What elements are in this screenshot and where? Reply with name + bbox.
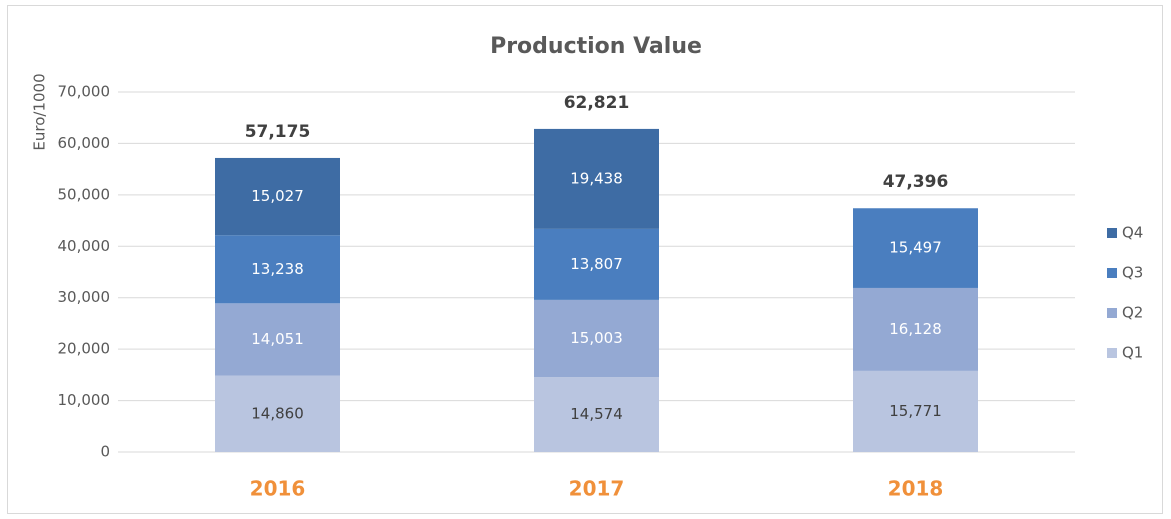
y-tick-label: 40,000: [58, 237, 111, 255]
total-label: 62,821: [564, 93, 630, 113]
y-tick-label: 70,000: [58, 83, 111, 101]
legend-swatch: [1107, 348, 1117, 358]
legend-swatch: [1107, 268, 1117, 278]
y-tick-label: 30,000: [58, 288, 111, 306]
bar-segment: [215, 375, 340, 452]
y-tick-label: 50,000: [58, 185, 111, 203]
y-tick-label: 60,000: [58, 134, 111, 152]
value-label: 15,497: [889, 239, 942, 257]
legend-label: Q2: [1122, 304, 1143, 322]
bar-segment: [215, 303, 340, 376]
y-tick-label: 20,000: [58, 340, 111, 358]
total-label: 47,396: [883, 172, 949, 192]
value-label: 15,003: [570, 329, 623, 347]
legend-swatch: [1107, 308, 1117, 318]
bar-segment: [215, 157, 340, 236]
legend-label: Q1: [1122, 344, 1143, 362]
bar-segment: [853, 208, 978, 288]
bar-segment: [534, 299, 659, 378]
bar-segment: [215, 235, 340, 304]
value-label: 14,860: [251, 404, 304, 422]
value-label: 15,027: [251, 187, 304, 205]
chart-title: Production Value: [490, 34, 702, 59]
bar-segment: [853, 287, 978, 371]
bar-segment: [534, 228, 659, 300]
value-label: 13,807: [570, 255, 623, 273]
value-label: 14,574: [570, 405, 623, 423]
y-axis-label: Euro/1000: [31, 73, 49, 150]
value-label: 13,238: [251, 260, 304, 278]
x-tick-label: 2018: [888, 477, 944, 501]
value-label: 15,771: [889, 402, 942, 420]
legend-swatch: [1107, 228, 1117, 238]
x-tick-label: 2016: [250, 477, 306, 501]
y-tick-label: 0: [100, 443, 110, 461]
y-tick-label: 10,000: [58, 391, 111, 409]
x-tick-label: 2017: [569, 477, 625, 501]
value-label: 14,051: [251, 330, 304, 348]
bar-segment: [853, 370, 978, 452]
total-label: 57,175: [245, 122, 311, 142]
bar-segment: [534, 377, 659, 452]
value-label: 16,128: [889, 320, 942, 338]
legend-label: Q3: [1122, 264, 1143, 282]
value-label: 19,438: [570, 169, 623, 187]
legend-label: Q4: [1122, 224, 1143, 242]
bar-segment: [534, 128, 659, 229]
